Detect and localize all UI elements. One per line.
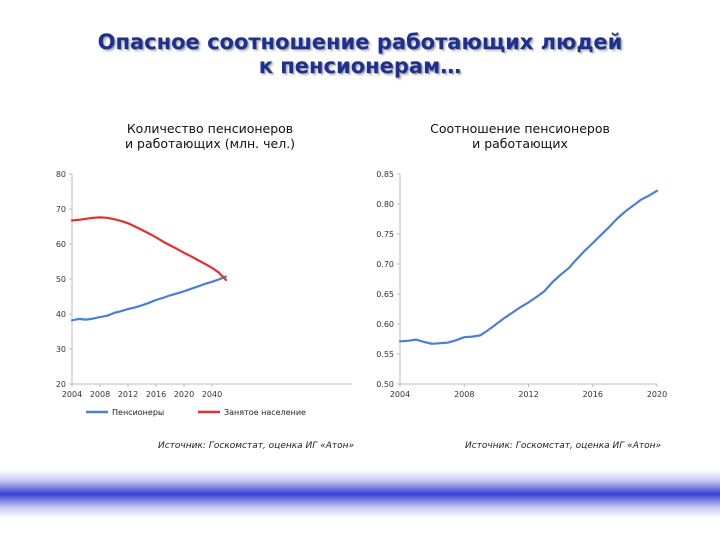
slide-title: Опасное соотношение работающих людей к п… [0, 30, 720, 78]
right-chart-y-tick-label: 0.65 [376, 290, 394, 299]
left-chart-legend-label-2: Занятое население [224, 408, 306, 417]
left-chart-x-tick-label: 2016 [146, 390, 166, 399]
right-chart-y-tick-label: 0.75 [376, 230, 394, 239]
right-chart-y-tick-label: 0.55 [376, 350, 394, 359]
left-chart-x-tick-label: 2012 [118, 390, 138, 399]
right-chart-x-tick-label: 2012 [518, 390, 538, 399]
left-chart-x-tick-label: 2008 [90, 390, 110, 399]
slide-title-line1: Опасное соотношение работающих людей [97, 30, 623, 54]
left-chart-y-tick-label: 60 [56, 240, 66, 249]
left-chart-source: Источник: Госкомстат, оценка ИГ «Атон» [158, 441, 355, 451]
left-chart-title: Количество пенсионеров и работающих (млн… [60, 121, 360, 151]
right-chart-x-tick-label: 2020 [647, 390, 667, 399]
right-chart-y-tick-label: 0.80 [376, 200, 394, 209]
left-chart-x-tick-label: 2040 [202, 390, 222, 399]
right-chart-y-tick-label: 0.70 [376, 260, 394, 269]
footer-band [0, 470, 720, 518]
left-chart-y-tick-label: 50 [56, 275, 66, 284]
right-chart-y-tick-label: 0.85 [376, 170, 394, 179]
slide-title-line2: к пенсионерам… [258, 54, 462, 78]
right-chart-x-tick-label: 2016 [583, 390, 603, 399]
right-chart-source: Источник: Госкомстат, оценка ИГ «Атон» [465, 441, 662, 451]
left-chart-y-tick-label: 30 [56, 345, 66, 354]
left-chart-series-line-1 [70, 275, 228, 322]
right-chart-series-line-1 [398, 189, 659, 345]
left-chart-title-line1: Количество пенсионеров [126, 121, 294, 136]
left-chart-x-tick-label: 2020 [174, 390, 194, 399]
left-chart-series-line-2 [70, 216, 228, 282]
left-chart-x-tick-label: 2004 [62, 390, 82, 399]
left-chart-y-tick-label: 40 [56, 310, 66, 319]
right-chart-x-tick-label: 2008 [454, 390, 474, 399]
left-chart-y-tick-label: 20 [56, 380, 66, 389]
right-chart-title-line2: и работающих [472, 136, 568, 151]
right-chart-x-tick-label: 2004 [390, 390, 410, 399]
right-chart-title-line1: Соотношение пенсионеров [430, 121, 610, 136]
left-chart-legend-label-1: Пенсионеры [112, 408, 164, 417]
right-chart-title: Соотношение пенсионеров и работающих [370, 121, 670, 151]
left-chart-title-line2: и работающих (млн. чел.) [124, 136, 296, 151]
left-chart-y-tick-label: 80 [56, 170, 66, 179]
right-chart-y-tick-label: 0.60 [376, 320, 394, 329]
left-chart-y-tick-label: 70 [56, 205, 66, 214]
right-chart-y-tick-label: 0.50 [376, 380, 394, 389]
